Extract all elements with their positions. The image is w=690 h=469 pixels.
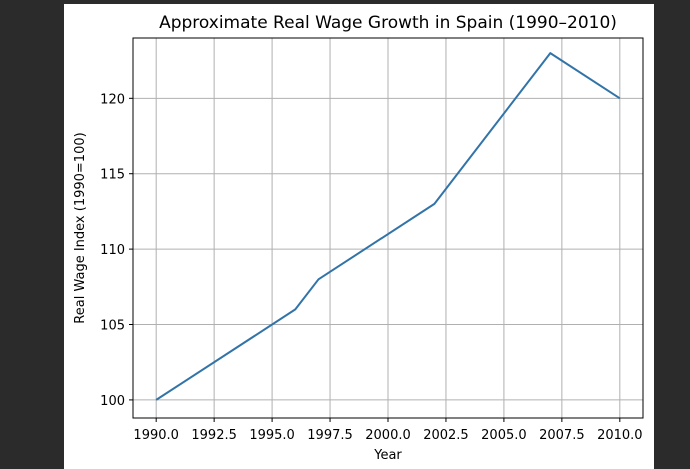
x-tick-label: 1992.5 xyxy=(191,428,237,443)
series-line xyxy=(155,52,621,401)
x-tick-label: 1995.0 xyxy=(249,428,295,443)
x-axis-label: Year xyxy=(373,448,402,463)
x-tick-label: 2005.0 xyxy=(481,428,526,443)
x-axis-ticks: 1990.0 1992.5 1995.0 1997.5 2000.0 2002.5 2005… xyxy=(133,418,643,443)
x-tick-label: 2002.5 xyxy=(423,428,469,443)
x-tick-label: 2007.5 xyxy=(539,428,585,443)
y-tick-label: 110 xyxy=(100,243,125,258)
figure-canvas: 1990.0 1992.5 1995.0 1997.5 2000.0 2002.5 2005… xyxy=(64,4,654,469)
line-chart: 1990.0 1992.5 1995.0 1997.5 2000.0 2002.5 2005… xyxy=(73,13,644,463)
x-tick-label: 2000.0 xyxy=(365,428,411,443)
series-group xyxy=(155,52,621,401)
y-tick-label: 105 xyxy=(100,319,125,334)
x-tick-label: 2010.0 xyxy=(597,428,643,443)
x-tick-label: 1990.0 xyxy=(133,428,179,443)
x-tick-label: 1997.5 xyxy=(307,428,353,443)
y-tick-label: 115 xyxy=(100,168,125,183)
y-tick-label: 100 xyxy=(100,394,125,409)
y-tick-label: 120 xyxy=(100,92,125,107)
chart-title: Approximate Real Wage Growth in Spain (1… xyxy=(159,13,617,33)
y-axis-label: Real Wage Index (1990=100) xyxy=(73,132,88,323)
y-axis-ticks: 100 105 110 115 120 xyxy=(100,92,133,409)
grid-lines xyxy=(133,38,643,418)
